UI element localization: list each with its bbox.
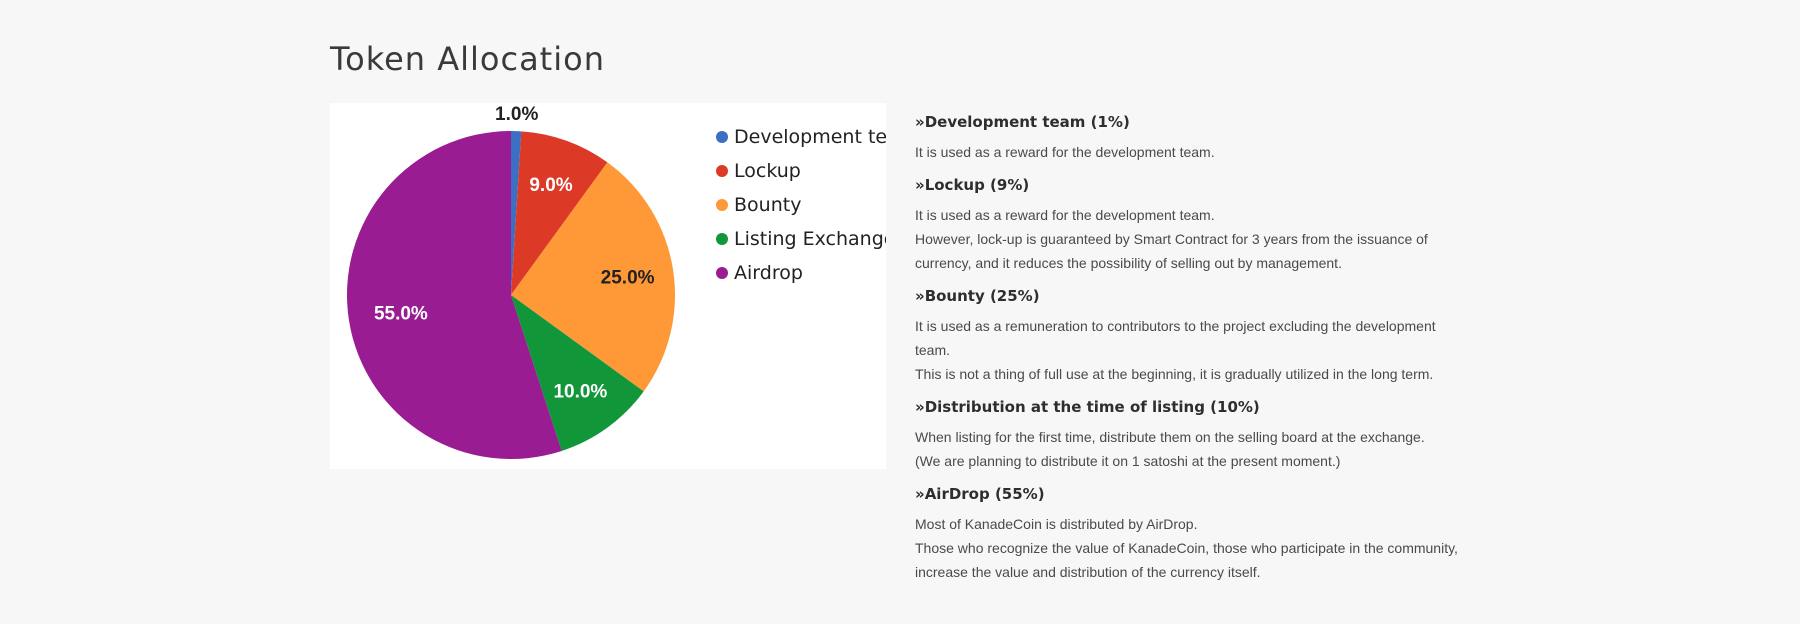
pie-label-bounty: 25.0% <box>601 268 655 289</box>
section-text: team. <box>915 342 951 358</box>
section-text: (We are planning to distribute it on 1 s… <box>915 453 1341 469</box>
section-title: »AirDrop (55%) <box>915 485 1045 503</box>
legend-label-airdrop: Airdrop <box>734 262 803 284</box>
allocation-section: »AirDrop (55%) Most of KanadeCoin is dist… <box>915 485 1475 584</box>
allocation-details: »Development team (1%) It is used as a re… <box>915 113 1475 596</box>
allocation-section: »Lockup (9%) It is used as a reward for t… <box>915 176 1475 275</box>
section-title: »Distribution at the time of listing (10… <box>915 398 1260 416</box>
pie-chart-svg: 1.0% 9.0% 25.0% 10.0% 55.0% Development team… <box>346 104 886 460</box>
section-text: It is used as a reward for the developme… <box>915 144 1215 160</box>
section-text: Most of KanadeCoin is distributed by Air… <box>915 516 1198 532</box>
legend-label-development-team: Development team <box>734 126 886 148</box>
section-title: »Bounty (25%) <box>915 287 1040 305</box>
legend-marker-listing-exchange <box>716 233 728 245</box>
legend-marker-airdrop <box>716 267 728 279</box>
page-title: Token Allocation <box>330 40 605 78</box>
pie-label-lockup: 9.0% <box>529 175 572 196</box>
pie-slice-development-team <box>511 130 522 295</box>
section-text: increase the value and distribution of t… <box>915 564 1261 580</box>
legend-marker-development-team <box>716 131 728 143</box>
legend-label-lockup: Lockup <box>734 160 801 182</box>
legend-label-bounty: Bounty <box>734 194 801 216</box>
section-text: This is not a thing of full use at the b… <box>915 366 1434 382</box>
section-text: When listing for the first time, distrib… <box>915 429 1425 445</box>
legend-marker-lockup <box>716 165 728 177</box>
section-text: It is used as a remuneration to contribu… <box>915 318 1436 334</box>
pie-slice-lockup <box>511 131 608 295</box>
pie-slice-airdrop <box>346 131 562 460</box>
section-title: »Development team (1%) <box>915 113 1130 131</box>
pie-value-labels: 1.0% 9.0% 25.0% 10.0% 55.0% <box>374 104 655 402</box>
section-text: currency, and it reduces the possibility… <box>915 255 1342 271</box>
pie-label-development-team: 1.0% <box>495 104 538 125</box>
chart-legend: Development team Lockup Bounty Listing Exch… <box>716 126 886 284</box>
legend-marker-bounty <box>716 199 728 211</box>
token-allocation-chart: 1.0% 9.0% 25.0% 10.0% 55.0% Development team… <box>330 103 886 469</box>
allocation-section: »Distribution at the time of listing (10… <box>915 398 1475 473</box>
allocation-section: »Bounty (25%) It is used as a remuneratio… <box>915 287 1475 386</box>
pie-slice-listing-exchange <box>511 295 644 451</box>
section-text: However, lock-up is guaranteed by Smart … <box>915 231 1428 247</box>
pie-slice-bounty <box>511 162 676 392</box>
pie-label-listing-exchange: 10.0% <box>553 382 607 403</box>
allocation-section: »Development team (1%) It is used as a re… <box>915 113 1475 164</box>
pie-label-airdrop: 55.0% <box>374 303 428 324</box>
section-text: Those who recognize the value of KanadeC… <box>915 540 1458 556</box>
section-text: It is used as a reward for the developme… <box>915 207 1215 223</box>
pie-slices <box>346 130 676 460</box>
legend-label-listing-exchange: Listing Exchange <box>734 228 886 250</box>
section-title: »Lockup (9%) <box>915 176 1030 194</box>
